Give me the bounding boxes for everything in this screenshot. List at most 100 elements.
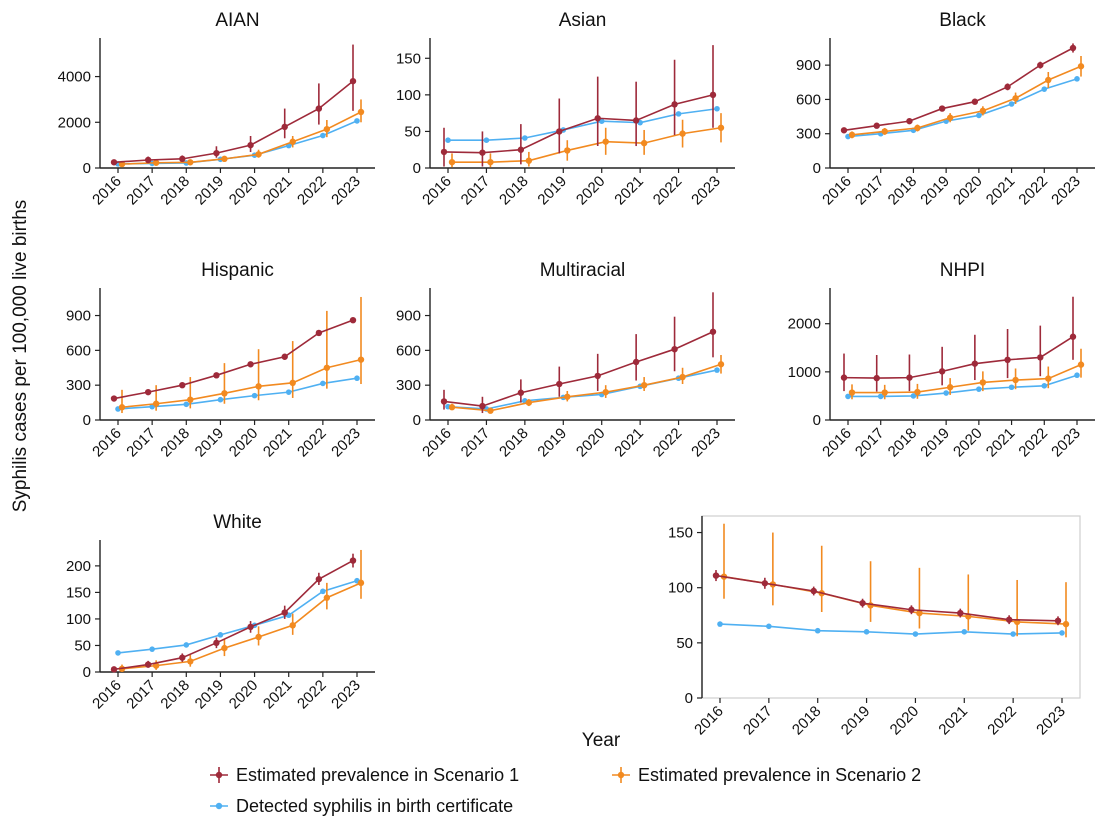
x-tick-label: 2016 — [89, 173, 125, 209]
data-point — [594, 372, 601, 380]
x-tick-label: 2017 — [458, 173, 494, 209]
x-tick-label: 2018 — [157, 425, 193, 461]
data-point — [1062, 620, 1070, 628]
series-line — [843, 47, 1074, 132]
x-tick-label: 2021 — [611, 173, 647, 209]
data-point — [556, 128, 563, 135]
series-line — [121, 358, 362, 409]
data-point — [602, 388, 609, 396]
x-tick-label: 2022 — [294, 677, 330, 713]
data-point — [1037, 61, 1044, 69]
series-s1 — [840, 43, 1077, 134]
panel-black: Black03006009002016201720182019202020212… — [796, 10, 1095, 208]
x-tick-label: 2023 — [1033, 703, 1069, 739]
y-tick-label: 900 — [66, 308, 91, 325]
y-tick-label: 0 — [83, 412, 91, 429]
y-tick-label: 0 — [813, 412, 821, 429]
data-point — [1069, 333, 1077, 340]
data-point — [115, 650, 121, 656]
panel-overall: 0 50 100 150 2016 2017 2018 2019 2020 2021 2022 202… — [668, 515, 1081, 739]
data-point — [602, 138, 609, 145]
data-point — [717, 124, 725, 131]
x-tick-label: 2016 — [89, 425, 125, 461]
series-line — [121, 111, 362, 165]
data-point — [440, 398, 448, 405]
data-point — [863, 629, 870, 635]
x-tick-label: 2023 — [328, 425, 364, 461]
x-tick-label: 2020 — [226, 677, 262, 713]
data-point — [179, 381, 186, 389]
y-tick-label: 0 — [83, 160, 91, 177]
y-tick-label: 2000 — [788, 316, 821, 333]
data-point — [1077, 361, 1085, 368]
x-tick-label: 2017 — [458, 425, 494, 461]
y-tick-label: 600 — [796, 91, 821, 108]
data-point — [289, 379, 296, 387]
x-tick-label: 2023 — [1048, 173, 1084, 209]
data-point — [110, 159, 118, 166]
data-point — [315, 105, 323, 112]
data-point — [877, 393, 884, 400]
series-line — [443, 331, 714, 407]
x-tick-label: 2020 — [573, 173, 609, 209]
data-point — [213, 639, 220, 647]
data-point — [349, 316, 357, 324]
x-tick-label: 2020 — [226, 173, 262, 209]
y-tick-label: 4000 — [58, 69, 91, 86]
data-point — [910, 393, 917, 399]
y-tick-label: 50 — [74, 637, 91, 654]
y-tick-label: 0 — [83, 664, 91, 681]
data-point — [152, 159, 160, 166]
x-tick-label: 2023 — [688, 173, 724, 209]
data-point — [315, 329, 323, 337]
data-point — [908, 606, 915, 613]
data-point — [149, 646, 155, 652]
legend-swatch-point — [215, 771, 223, 779]
legend-item-s1: Estimated prevalence in Scenario 1 — [210, 765, 519, 785]
x-tick-label: 2020 — [950, 425, 986, 461]
data-point — [564, 147, 571, 154]
data-point — [179, 155, 186, 163]
x-tick-label: 2019 — [192, 425, 228, 461]
series-line — [443, 94, 714, 154]
series-s2 — [118, 549, 365, 673]
data-point — [247, 623, 254, 631]
data-point — [717, 621, 723, 627]
chart-panels: AIAN020004000201620172018201920202021202… — [58, 10, 1095, 738]
data-point — [979, 107, 987, 115]
x-tick-label: 2020 — [887, 703, 923, 739]
data-point — [251, 392, 258, 399]
y-tick-label: 300 — [396, 377, 421, 394]
data-point — [840, 374, 848, 381]
series-line — [448, 107, 718, 142]
data-point — [144, 156, 152, 164]
data-point — [679, 373, 686, 381]
data-point — [766, 623, 772, 630]
data-point — [187, 159, 194, 166]
data-point — [712, 572, 720, 579]
panel-title: Multiracial — [540, 260, 626, 281]
x-tick-label: 2018 — [157, 677, 193, 713]
data-point — [247, 361, 254, 368]
data-point — [714, 367, 720, 373]
data-point — [906, 374, 913, 381]
x-tick-label: 2021 — [260, 677, 296, 713]
data-point — [957, 609, 964, 617]
panel-title: Black — [939, 10, 986, 31]
series-line — [848, 374, 1078, 398]
y-tick-label: 0 — [685, 690, 693, 707]
data-point — [255, 383, 262, 390]
data-point — [845, 393, 851, 400]
x-tick-label: 2022 — [1015, 173, 1051, 209]
x-tick-label: 2019 — [917, 173, 953, 209]
legend-swatch-point — [215, 802, 223, 810]
series-line — [451, 363, 722, 412]
x-tick-label: 2019 — [917, 425, 953, 461]
x-tick-label: 2020 — [950, 173, 986, 209]
data-point — [525, 399, 533, 406]
data-point — [840, 127, 848, 134]
series-s1 — [840, 296, 1077, 392]
data-point — [640, 381, 648, 389]
data-point — [709, 328, 717, 335]
series-bc — [845, 76, 1080, 140]
